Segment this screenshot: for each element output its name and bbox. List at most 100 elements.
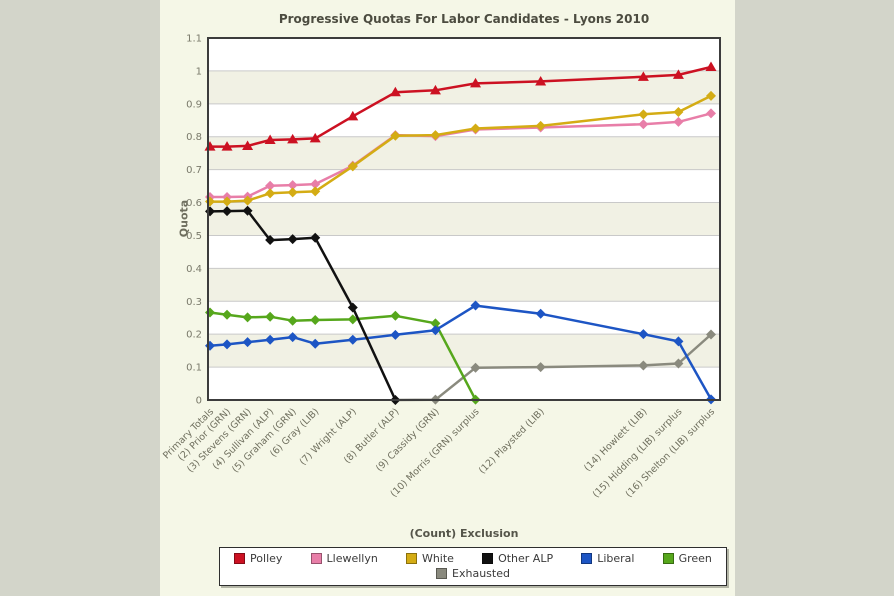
marker-exhausted	[638, 360, 649, 371]
marker-liberal	[242, 337, 253, 348]
x-axis-title: (Count) Exclusion	[409, 527, 519, 540]
marker-polley	[637, 71, 649, 81]
marker-llewellyn	[673, 116, 684, 127]
marker-polley	[221, 141, 233, 151]
marker-exhausted	[673, 358, 684, 369]
marker-green	[390, 310, 401, 321]
y-tick-label: 0.5	[186, 231, 202, 242]
y-tick-label: 0.2	[186, 330, 202, 341]
legend-label: Green	[678, 552, 712, 565]
y-tick-label: 0.3	[186, 297, 202, 308]
marker-white	[470, 123, 481, 134]
chart-title: Progressive Quotas For Labor Candidates …	[278, 12, 650, 26]
chart-page: Progressive Quotas For Labor Candidates …	[160, 0, 735, 596]
marker-llewellyn	[310, 179, 321, 190]
marker-white	[222, 196, 233, 207]
marker-white	[390, 130, 401, 141]
marker-liberal	[310, 338, 321, 349]
y-tick-label: 0.9	[186, 99, 202, 110]
marker-other-alp	[287, 234, 298, 245]
marker-white	[347, 161, 358, 172]
marker-green	[265, 311, 276, 322]
y-tick-label: 0.7	[186, 165, 202, 176]
legend: Polley Llewellyn White Other ALP Liberal Gree…	[219, 547, 727, 586]
marker-white	[638, 109, 649, 120]
marker-polley	[470, 77, 482, 88]
marker-liberal	[390, 329, 401, 340]
legend-item-white: White	[405, 552, 454, 565]
legend-swatch-icon	[405, 553, 417, 564]
y-tick-label: 1	[196, 66, 202, 77]
marker-polley	[309, 132, 321, 143]
y-tick-label: 0.1	[186, 363, 202, 374]
plot-band	[208, 202, 720, 236]
legend-item-other-alp: Other ALP	[482, 552, 553, 565]
marker-polley	[535, 75, 547, 86]
plot-band	[208, 38, 720, 71]
marker-white	[287, 187, 298, 198]
marker-liberal	[470, 300, 481, 311]
marker-white	[535, 120, 546, 131]
series-line-polley	[208, 65, 713, 148]
marker-liberal	[265, 334, 276, 345]
y-tick-label: 0.4	[186, 264, 202, 275]
marker-white	[265, 188, 276, 199]
marker-polley	[242, 140, 254, 150]
marker-llewellyn	[706, 108, 716, 119]
plot-band	[208, 268, 720, 302]
marker-liberal	[347, 334, 358, 345]
marker-white	[242, 195, 253, 206]
legend-swatch-icon	[662, 553, 674, 564]
marker-liberal	[535, 308, 546, 319]
marker-polley	[264, 134, 276, 145]
marker-liberal	[287, 332, 298, 343]
marker-white	[430, 130, 441, 141]
marker-liberal	[638, 329, 649, 340]
legend-row: Exhausted	[220, 566, 726, 581]
legend-swatch-icon	[310, 553, 322, 564]
marker-white	[673, 107, 684, 118]
series-line-green	[208, 311, 477, 401]
legend-label: Exhausted	[452, 567, 510, 580]
legend-label: White	[421, 552, 454, 565]
marker-other-alp	[222, 206, 233, 217]
marker-green	[222, 309, 233, 320]
marker-white	[706, 90, 716, 101]
legend-swatch-icon	[234, 553, 246, 564]
marker-green	[310, 315, 321, 326]
plot-band	[208, 136, 720, 170]
marker-liberal	[673, 336, 684, 347]
plot-frame	[207, 37, 721, 401]
y-tick-label: 0	[196, 396, 202, 407]
marker-liberal	[222, 339, 233, 350]
legend-label: Llewellyn	[326, 552, 378, 565]
marker-llewellyn	[638, 119, 649, 130]
marker-exhausted	[535, 362, 546, 373]
marker-green	[430, 318, 441, 329]
marker-green	[242, 312, 253, 323]
marker-other-alp	[242, 205, 253, 216]
marker-polley	[672, 69, 684, 79]
legend-label: Polley	[250, 552, 283, 565]
marker-polley	[705, 61, 717, 71]
marker-green	[287, 315, 298, 326]
legend-label: Liberal	[597, 552, 635, 565]
marker-green	[347, 314, 358, 325]
y-tick-label: 1.1	[186, 34, 202, 45]
marker-polley	[287, 133, 299, 144]
marker-llewellyn	[265, 180, 276, 191]
x-category-label: (14) Howlett (LIB)	[582, 406, 649, 473]
marker-exhausted	[470, 362, 481, 373]
legend-swatch-icon	[436, 568, 448, 579]
marker-liberal	[430, 325, 441, 336]
x-category-label: (12) Playsted (LIB)	[477, 406, 547, 476]
marker-llewellyn	[287, 180, 298, 191]
marker-polley	[429, 84, 441, 95]
marker-exhausted	[706, 329, 716, 340]
marker-white	[310, 186, 321, 197]
marker-other-alp	[310, 232, 321, 243]
legend-item-green: Green	[662, 552, 712, 565]
plot-band	[208, 301, 720, 335]
y-tick-label: 0.8	[186, 132, 202, 143]
